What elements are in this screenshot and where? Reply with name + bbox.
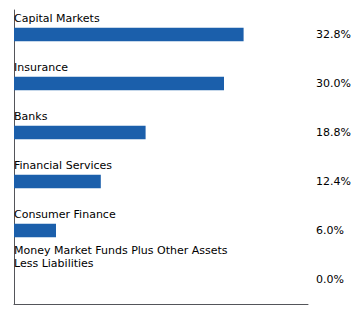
svg-text:30.0%: 30.0% (316, 77, 351, 90)
svg-text:Banks: Banks (14, 110, 48, 123)
svg-text:Consumer Finance: Consumer Finance (14, 208, 116, 221)
svg-text:12.4%: 12.4% (316, 175, 351, 188)
svg-text:Capital Markets: Capital Markets (14, 12, 100, 25)
svg-text:18.8%: 18.8% (316, 126, 351, 139)
svg-text:32.8%: 32.8% (316, 28, 351, 41)
svg-text:Money Market Funds Plus Other: Money Market Funds Plus Other Assets (14, 244, 228, 257)
svg-text:Less Liabilities: Less Liabilities (14, 257, 94, 270)
svg-text:6.0%: 6.0% (316, 224, 344, 237)
svg-text:Financial Services: Financial Services (14, 159, 112, 172)
svg-text:0.0%: 0.0% (316, 273, 344, 286)
svg-text:Insurance: Insurance (14, 61, 68, 74)
